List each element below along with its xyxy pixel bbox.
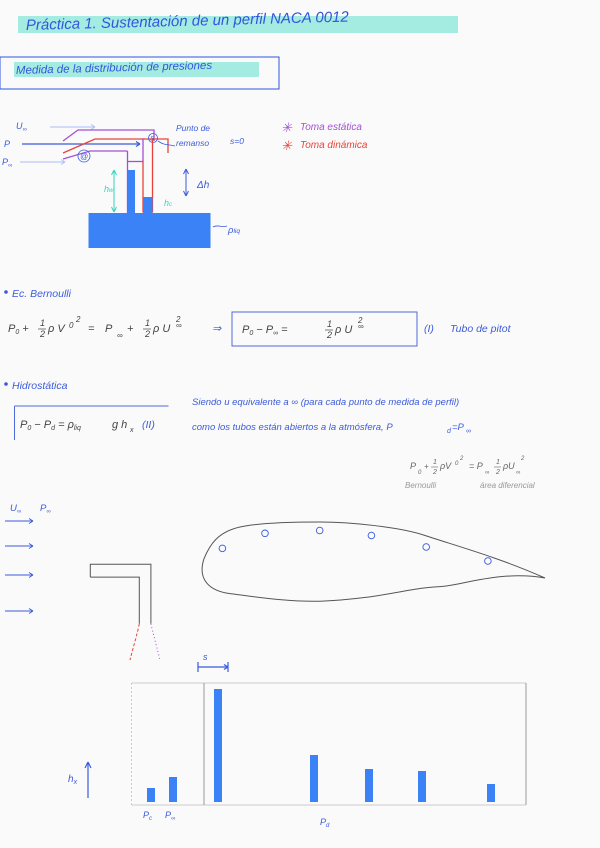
- svg-text:P∞: P∞: [165, 810, 175, 822]
- svg-text:hx: hx: [68, 774, 78, 786]
- svg-text:Pc: Pc: [143, 810, 152, 822]
- svg-text:Pd: Pd: [320, 817, 330, 829]
